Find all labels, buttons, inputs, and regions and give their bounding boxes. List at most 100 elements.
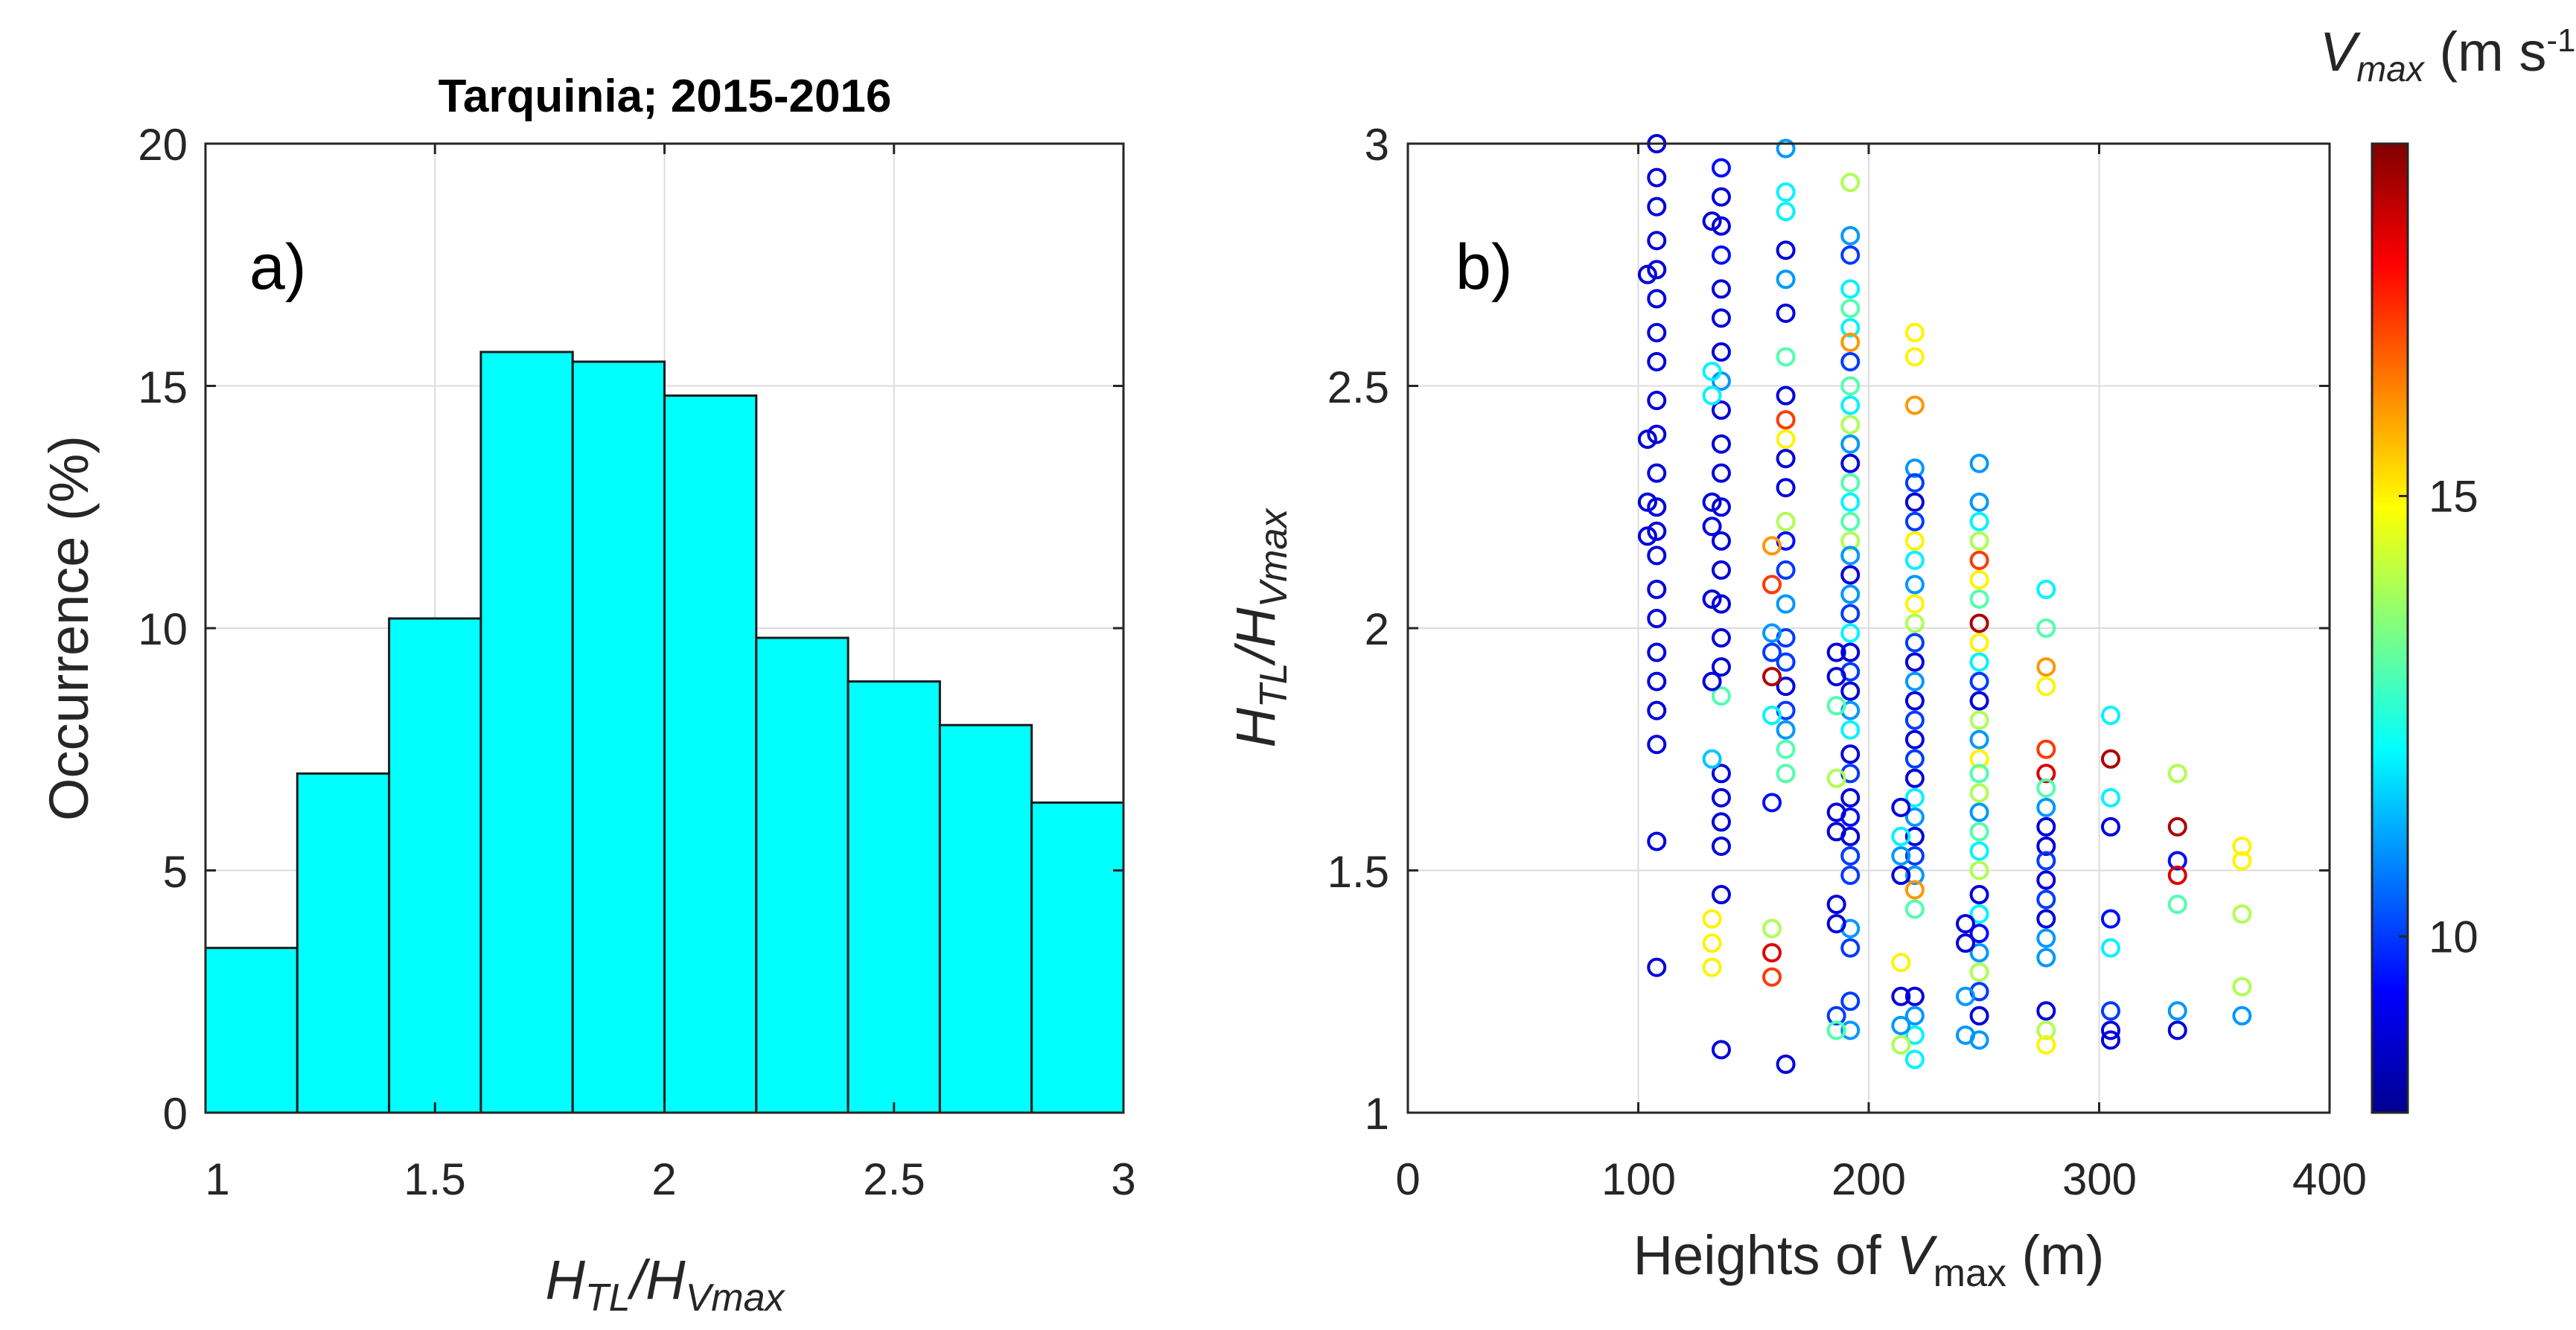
scatter-point (1891, 986, 1911, 1006)
colorbar-tick-marks (2399, 494, 2408, 938)
scatter-point (1776, 138, 1796, 159)
scatter-point (1840, 473, 1861, 493)
a-xtick-label: 1 (205, 1154, 229, 1204)
scatter-point (1826, 667, 1846, 687)
scatter-point (1904, 866, 1925, 886)
a-ytick-label: 0 (163, 1089, 188, 1139)
scatter-point (1840, 565, 1861, 585)
panel-b-label: b) (1456, 231, 1512, 303)
histogram-bar (296, 772, 391, 1114)
scatter-point (1969, 904, 1989, 924)
scatter-point (1762, 642, 1782, 662)
scatter-point (1826, 642, 1846, 662)
scatter-point (1840, 744, 1861, 764)
panel-b-y-axis-label: HTL/HVmax (1225, 507, 1295, 747)
scatter-point (1840, 681, 1861, 701)
scatter-point (2036, 764, 2056, 784)
scatter-point (1647, 700, 1667, 720)
scatter-point (1969, 924, 1989, 944)
scatter-point (2036, 947, 2056, 968)
scatter-point (1969, 511, 1989, 531)
scatter-point (1637, 264, 1657, 284)
scatter-point (1840, 511, 1861, 531)
scatter-point (1647, 735, 1667, 755)
scatter-point (1904, 807, 1925, 827)
colorbar-tick-labels: 10 15 (2429, 471, 2478, 962)
scatter-point (1776, 478, 1796, 498)
scatter-point (1904, 899, 1925, 919)
scatter-point (1711, 686, 1731, 706)
scatter-point (1969, 764, 1989, 784)
scatter-point (2036, 889, 2056, 909)
b-xtick-label: 0 (1395, 1154, 1420, 1204)
scatter-point (1840, 642, 1861, 662)
scatter-point (1711, 497, 1731, 517)
scatter-point (2232, 836, 2252, 856)
scatter-point (1702, 933, 1722, 953)
scatter-point (1702, 361, 1722, 381)
panel-b-x-axis-label: Heights of Vmax (m) (1633, 1224, 2105, 1295)
scatter-point (2036, 797, 2056, 817)
scatter-point (1840, 173, 1861, 193)
scatter-point (1711, 628, 1731, 648)
scatter-point (2036, 870, 2056, 890)
scatter-point (2167, 1020, 2187, 1040)
panel-a-title: Tarquinia; 2015-2016 (439, 71, 892, 122)
scatter-point (1891, 953, 1911, 973)
scatter-point (2100, 1030, 2120, 1050)
scatter-point (1904, 473, 1925, 493)
scatter-point (1826, 696, 1846, 716)
scatter-point (1904, 1006, 1925, 1026)
scatter-point (1826, 768, 1846, 788)
scatter-point (1904, 1025, 1925, 1045)
b-ytick-label: 1.5 (1327, 847, 1389, 897)
scatter-point (1904, 531, 1925, 551)
scatter-point (1776, 652, 1796, 672)
scatter-point (2232, 851, 2252, 871)
a-ytick-label: 10 (138, 604, 188, 654)
scatter-point (1904, 633, 1925, 653)
scatter-point (1969, 749, 1989, 769)
scatter-point (1637, 526, 1657, 546)
scatter-point (1969, 943, 1989, 963)
a-xtick-label: 1.5 (404, 1154, 465, 1204)
scatter-point (1702, 386, 1722, 406)
scatter-point (1711, 434, 1731, 454)
scatter-point (2100, 787, 2120, 808)
scatter-point (1826, 802, 1846, 822)
scatter-point (1762, 706, 1782, 726)
scatter-point (1711, 463, 1731, 483)
scatter-point (2100, 816, 2120, 837)
b-ylabel-h: H (1225, 708, 1287, 748)
scatter-point (1969, 962, 1989, 982)
panel-a-tick-marks (204, 142, 1125, 1114)
scatter-point (1840, 531, 1861, 551)
panel-a-y-axis-label: Occurrence (%) (38, 435, 100, 821)
scatter-point (1711, 400, 1731, 421)
scatter-point (1969, 1006, 1989, 1026)
scatter-point (1840, 938, 1861, 958)
b-xlabel-sub: max (1933, 1252, 2006, 1295)
a-ytick-label: 15 (138, 362, 188, 412)
scatter-point (1647, 260, 1667, 280)
scatter-point (1904, 575, 1925, 595)
scatter-point (1840, 584, 1861, 604)
scatter-point (2036, 579, 2056, 599)
scatter-point (1637, 492, 1657, 512)
scatter-point (1904, 845, 1925, 866)
panel-b-tick-marks (1406, 142, 2331, 1114)
scatter-point (1762, 918, 1782, 939)
panel-b-scatter: b) 1 1.5 2 2.5 3 0 100 200 300 400 HTL/H… (1225, 21, 2576, 1295)
panel-a-bars (204, 351, 1125, 1114)
scatter-point (1776, 1054, 1796, 1074)
scatter-point (1647, 671, 1667, 691)
scatter-point (1840, 351, 1861, 371)
colorbar-tick-label: 10 (2429, 912, 2478, 962)
colorbar-tick-label: 15 (2429, 471, 2478, 521)
b-xtick-label: 400 (2292, 1154, 2367, 1204)
scatter-point (2167, 764, 2187, 784)
scatter-point (1840, 604, 1861, 624)
scatter-point (1826, 914, 1846, 934)
scatter-point (2232, 904, 2252, 924)
